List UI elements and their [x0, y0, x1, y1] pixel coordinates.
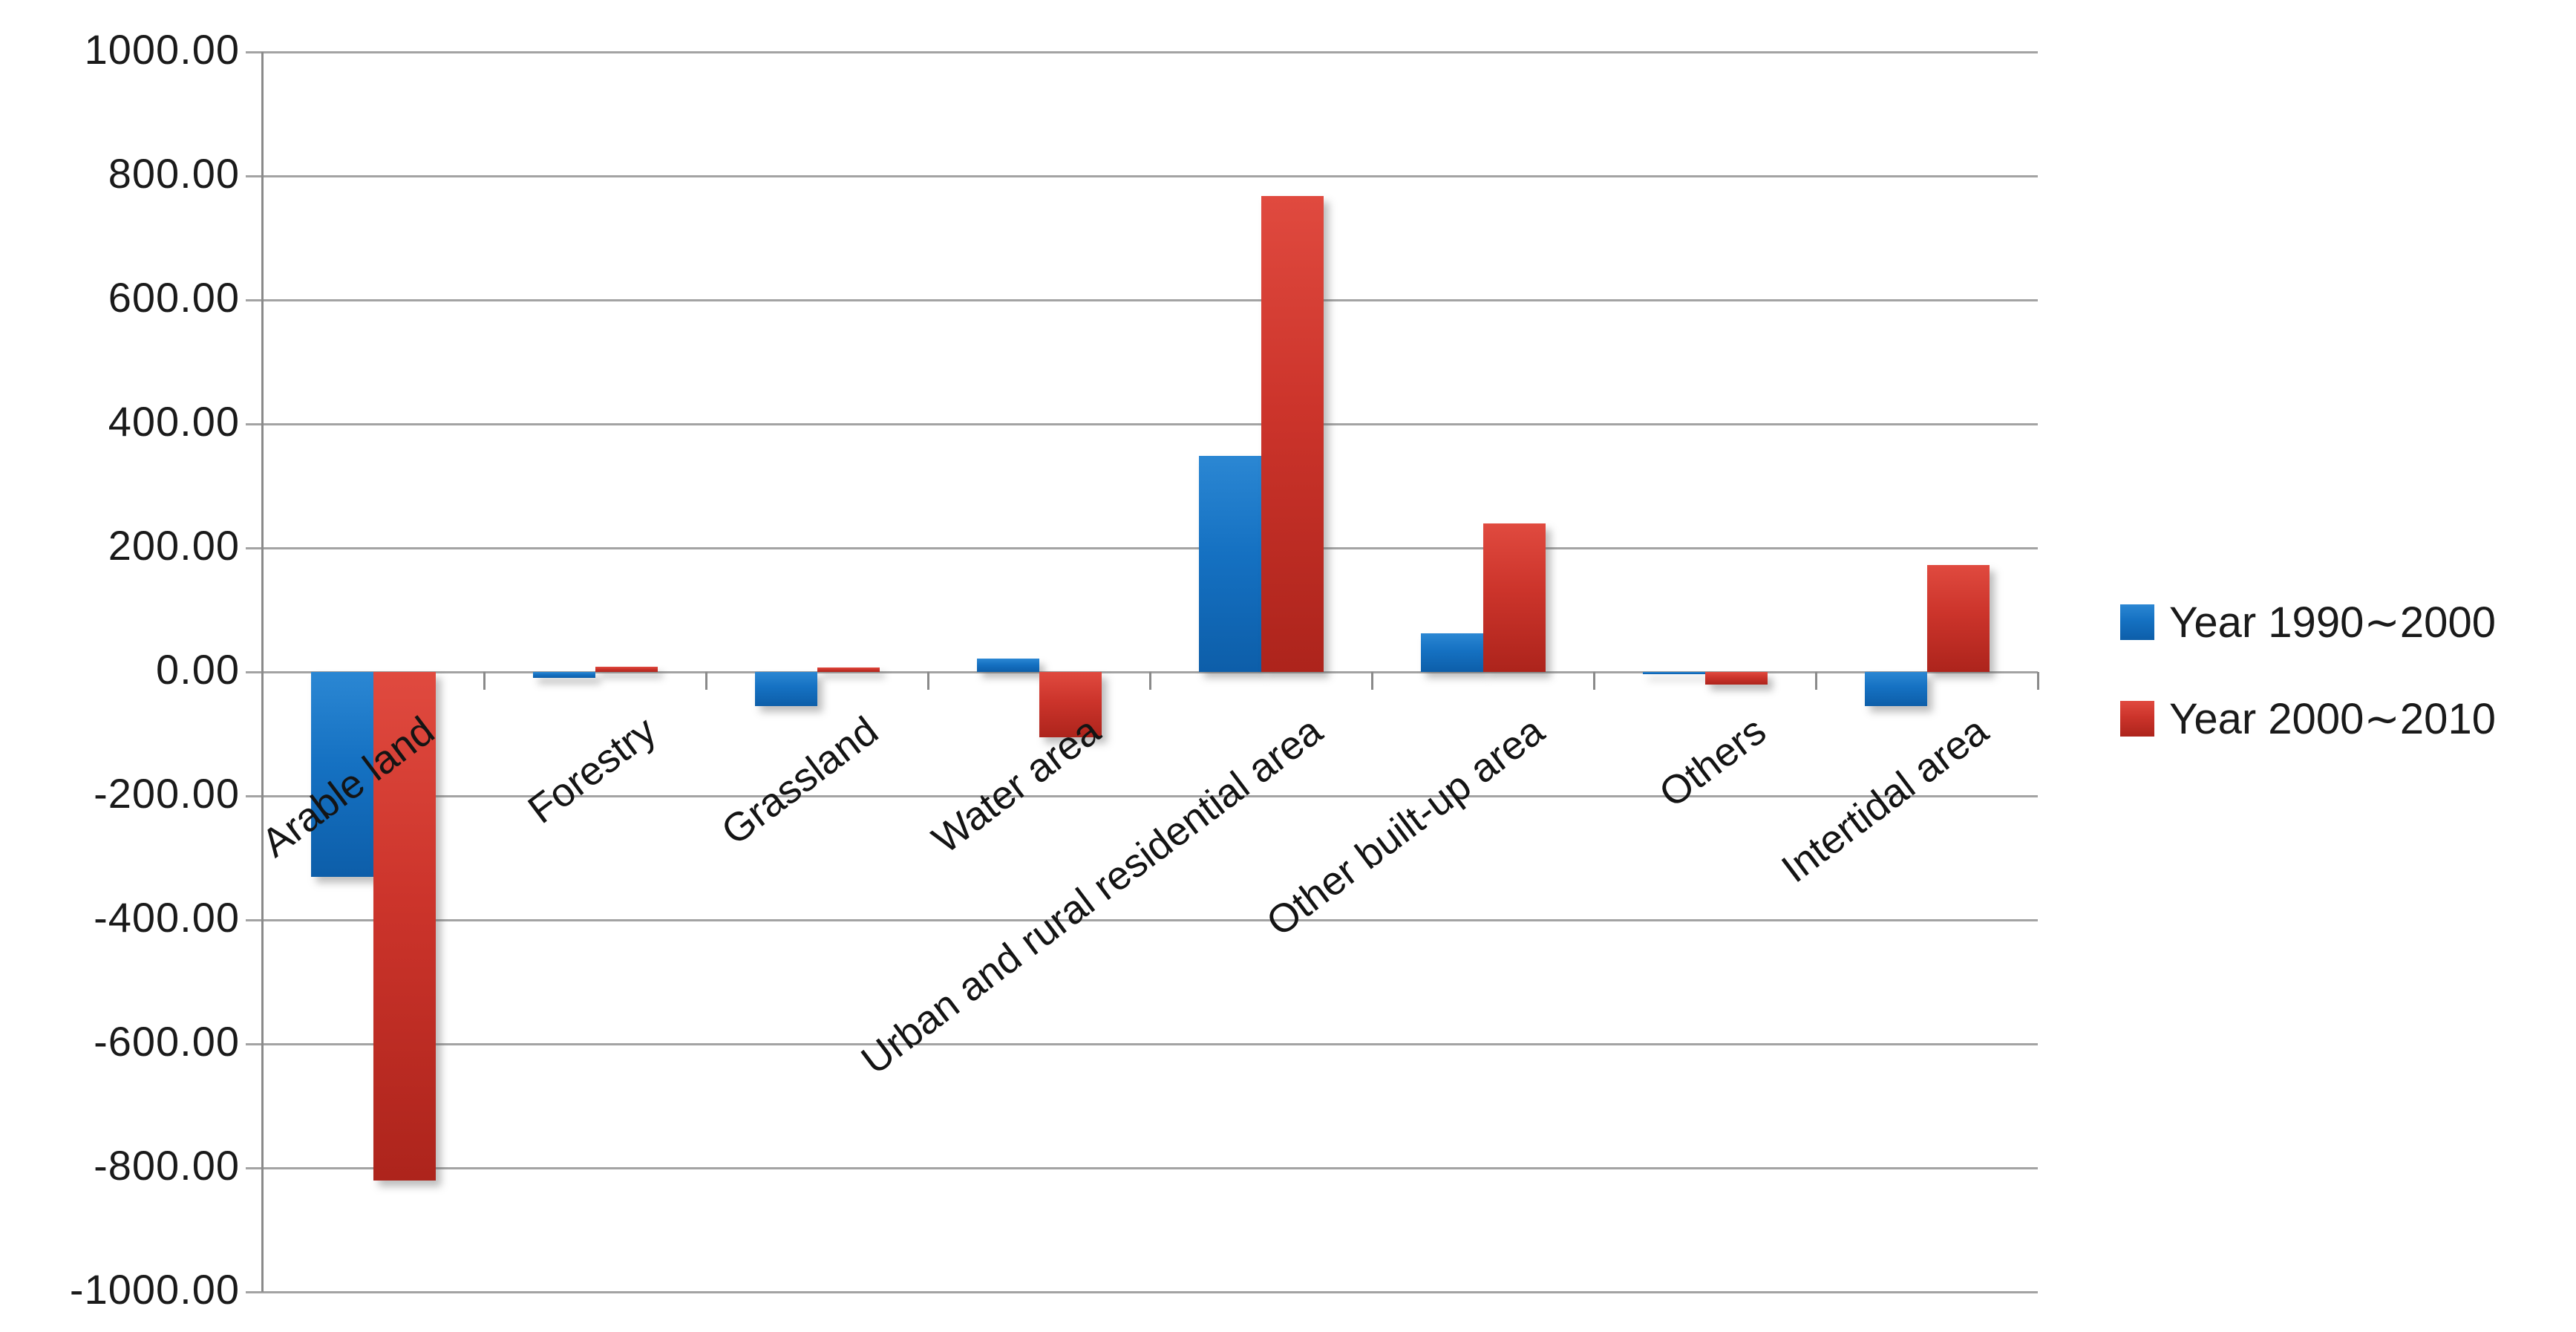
category-label: Forestry	[520, 708, 665, 832]
y-gridline	[246, 50, 2038, 53]
y-gridline	[246, 546, 2038, 549]
category-label: Urban and rural residential area	[853, 708, 1331, 1083]
y-gridline	[246, 918, 2038, 921]
y-axis-tick-label: 200.00	[108, 522, 240, 569]
category-label: Water area	[924, 708, 1109, 863]
legend-item-1990-2000: Year 1990∼2000	[2120, 598, 2496, 647]
bar-series1	[1420, 633, 1483, 672]
bar-series1	[532, 672, 595, 679]
y-axis-tick-label: -200.00	[94, 770, 240, 817]
bar-series2	[1704, 672, 1768, 685]
y-gridline	[246, 794, 2038, 797]
bar-series2	[373, 672, 436, 1181]
bar-series1	[310, 672, 373, 877]
category-axis-tick	[2036, 672, 2039, 690]
category-axis-tick	[1370, 672, 1373, 690]
bar-series1	[1864, 672, 1927, 706]
y-gridline	[246, 1042, 2038, 1045]
legend-swatch-red	[2120, 701, 2154, 737]
y-axis-tick-label: 0.00	[156, 646, 240, 693]
bar-series1	[1642, 672, 1705, 675]
category-axis-tick	[1814, 672, 1817, 690]
bar-series2	[1926, 564, 1990, 672]
y-gridline	[246, 174, 2038, 177]
category-label: Others	[1651, 708, 1775, 817]
category-axis-tick	[1592, 672, 1595, 690]
bar-series1	[754, 672, 817, 706]
y-gridline	[246, 298, 2038, 301]
y-axis-tick-label: -400.00	[94, 894, 240, 941]
y-gridline	[246, 1166, 2038, 1169]
category-axis-tick	[705, 672, 707, 690]
bar-series2	[595, 667, 658, 672]
bar-series1	[976, 658, 1039, 672]
category-axis-tick	[926, 672, 929, 690]
bar-series2	[1482, 523, 1546, 672]
y-axis-tick-label: 400.00	[108, 398, 240, 445]
y-gridline	[246, 1290, 2038, 1293]
bar-series2	[1039, 672, 1102, 737]
bar-series2	[1261, 195, 1324, 672]
legend-label: Year 2000∼2010	[2169, 695, 2496, 743]
category-axis-tick	[1148, 672, 1151, 690]
y-axis-tick-label: -800.00	[94, 1142, 240, 1189]
y-axis-tick-label: -1000.00	[69, 1266, 240, 1313]
y-gridline	[246, 670, 2038, 673]
y-axis-tick-label: 600.00	[108, 274, 240, 321]
y-axis-tick-label: 800.00	[108, 150, 240, 197]
legend-label: Year 1990∼2000	[2169, 598, 2496, 647]
bar-series2	[817, 667, 880, 672]
legend: Year 1990∼2000 Year 2000∼2010	[2120, 598, 2496, 743]
y-axis-tick-label: 1000.00	[84, 26, 240, 73]
category-axis-tick	[261, 672, 264, 690]
legend-item-2000-2010: Year 2000∼2010	[2120, 695, 2496, 743]
category-axis-tick	[483, 672, 486, 690]
y-axis-tick-label: -600.00	[94, 1018, 240, 1065]
y-gridline	[246, 422, 2038, 425]
category-label: Intertidal area	[1774, 708, 1997, 892]
bar-series1	[1198, 456, 1261, 672]
category-label: Grassland	[713, 708, 887, 854]
legend-swatch-blue	[2120, 604, 2154, 640]
